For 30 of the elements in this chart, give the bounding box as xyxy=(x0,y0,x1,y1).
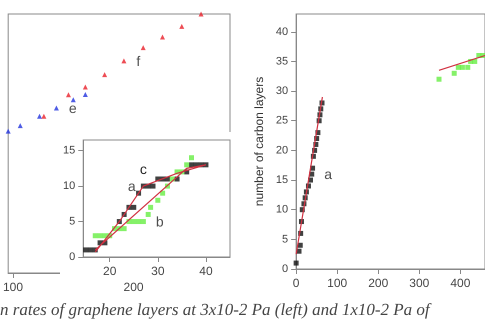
y-tick-label: 10 xyxy=(276,204,288,216)
y-tick-label: 35 xyxy=(276,55,288,68)
series-label: a xyxy=(128,178,136,194)
y-tick-label: 5 xyxy=(69,216,76,228)
y-axis-title: number of carbon layers xyxy=(252,76,266,206)
x-tick-label: 30 xyxy=(151,264,165,278)
x-tick-label: 200 xyxy=(368,276,389,290)
x-tick-label: 400 xyxy=(450,276,471,290)
y-tick-label: 40 xyxy=(276,26,288,38)
y-tick-label: 0 xyxy=(69,251,76,263)
y-tick-label: 25 xyxy=(276,114,288,127)
series-label: a xyxy=(324,166,332,182)
x-tick-label: 20 xyxy=(103,264,117,278)
y-tick-label: 10 xyxy=(62,180,76,192)
y-tick-label: 15 xyxy=(62,144,76,157)
y-tick-label: 5 xyxy=(282,233,288,246)
x-tick-label: 200 xyxy=(124,280,144,294)
y-tick-label: 20 xyxy=(276,144,288,156)
x-tick-label: 0 xyxy=(292,276,300,290)
x-tick-label: 100 xyxy=(2,280,24,294)
y-tick-label: 30 xyxy=(276,85,288,98)
y-tick-label: 15 xyxy=(276,174,288,186)
series-label: c xyxy=(140,161,147,178)
series-label: b xyxy=(156,214,164,230)
x-tick-label: 40 xyxy=(199,264,213,278)
x-tick-label: 100 xyxy=(327,276,348,290)
series-label: e xyxy=(68,100,77,116)
x-tick-label: 300 xyxy=(409,276,430,290)
text: n rates of graphene layers at 3x10-2 Pa (left) and 1x10-2 Pa of xyxy=(0,300,432,320)
series-label: f xyxy=(136,52,140,69)
